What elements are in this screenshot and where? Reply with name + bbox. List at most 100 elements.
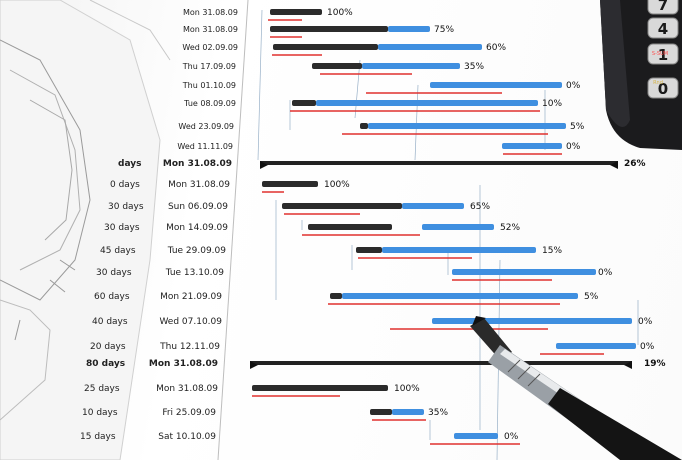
gantt-row: 15 days Sat 10.10.09 0% — [80, 432, 520, 445]
fountain-pen — [470, 316, 682, 460]
percent-complete-label: 75% — [434, 25, 454, 35]
remaining-bar — [368, 123, 566, 129]
percent-complete-label: 26% — [624, 159, 646, 169]
date-label: Thu 01.10.09 — [182, 81, 236, 90]
remaining-bar — [452, 269, 596, 275]
date-label: Sun 06.09.09 — [168, 202, 228, 212]
duration-label: 0 days — [110, 180, 140, 190]
progress-bar — [292, 100, 316, 106]
percent-complete-label: 0% — [504, 432, 519, 442]
gantt-row: 10 days Fri 25.09.09 35% — [82, 408, 448, 421]
percent-complete-label: 15% — [542, 246, 562, 256]
gantt-row: days Mon 31.08.09 26% — [118, 159, 646, 169]
gantt-row: 40 days Wed 07.10.09 0% — [92, 317, 653, 330]
gantt-row: Wed 11.11.09 0% — [177, 142, 581, 155]
progress-bar — [282, 203, 402, 209]
date-label: Mon 31.08.09 — [163, 159, 232, 169]
remaining-bar — [342, 293, 578, 299]
remaining-bar — [432, 318, 632, 324]
calculator-key-label: 7 — [658, 0, 668, 14]
percent-complete-label: 35% — [428, 408, 448, 418]
date-label: Mon 21.09.09 — [160, 292, 222, 302]
progress-bar — [262, 181, 318, 187]
calculator-key-label: 1 — [658, 46, 668, 64]
progress-bar — [273, 44, 378, 50]
percent-complete-label: 0% — [598, 268, 613, 278]
remaining-bar — [556, 343, 636, 349]
gantt-row: 25 days Mon 31.08.09 100% — [84, 384, 420, 397]
date-label: Wed 11.11.09 — [177, 142, 233, 151]
calculator-key — [647, 77, 679, 99]
date-label: Mon 31.08.09 — [168, 180, 230, 190]
remaining-bar — [430, 82, 562, 88]
percent-complete-label: 52% — [500, 223, 520, 233]
percent-complete-label: 0% — [566, 142, 581, 152]
progress-bar — [312, 63, 362, 69]
calculator-key — [647, 43, 679, 65]
duration-label: days — [118, 159, 141, 169]
remaining-bar — [402, 203, 464, 209]
date-label: Wed 07.10.09 — [159, 317, 222, 327]
gantt-row: Wed 23.09.09 5% — [178, 122, 585, 135]
duration-label: 30 days — [104, 223, 140, 233]
percent-complete-label: 5% — [570, 122, 585, 132]
percent-complete-label: 65% — [470, 202, 490, 212]
table-divider — [217, 0, 249, 460]
progress-bar — [308, 224, 392, 230]
progress-bar — [356, 247, 382, 253]
percent-complete-label: 100% — [327, 8, 353, 18]
date-label: Fri 25.09.09 — [162, 408, 216, 418]
calculator-key — [647, 0, 679, 15]
duration-label: 20 days — [90, 342, 126, 352]
duration-label: 15 days — [80, 432, 116, 442]
remaining-bar — [454, 433, 498, 439]
calculator-key-label: 4 — [658, 20, 668, 38]
summary-end — [610, 161, 618, 169]
date-label: Sat 10.10.09 — [158, 432, 216, 442]
remaining-bar — [378, 44, 482, 50]
blueprint-sheet — [0, 0, 171, 460]
calculator: 7 4 1 0 S-SUM Rnd — [600, 0, 682, 150]
gantt-row: 20 days Thu 12.11.09 0% — [90, 342, 655, 355]
percent-complete-label: 35% — [464, 62, 484, 72]
gantt-row: 45 days Tue 29.09.09 15% — [100, 246, 562, 259]
date-label: Mon 31.08.09 — [183, 25, 238, 34]
remaining-bar — [362, 63, 460, 69]
gantt-row: Wed 02.09.09 60% — [182, 43, 506, 56]
date-label: Tue 13.10.09 — [165, 268, 225, 278]
gantt-row: 80 days Mon 31.08.09 19% — [86, 359, 666, 369]
progress-bar — [270, 26, 388, 32]
date-label: Wed 23.09.09 — [178, 122, 234, 131]
progress-bar — [360, 123, 368, 129]
gantt-row: Thu 17.09.09 35% — [182, 62, 484, 75]
remaining-bar — [382, 247, 536, 253]
percent-complete-label: 100% — [394, 384, 420, 394]
date-label: Wed 02.09.09 — [182, 43, 238, 52]
duration-label: 25 days — [84, 384, 120, 394]
gantt-row: Tue 08.09.09 10% — [183, 99, 562, 112]
gantt-row: 0 days Mon 31.08.09 100% — [110, 180, 350, 193]
percent-complete-label: 0% — [566, 81, 581, 91]
calculator-key — [647, 17, 679, 39]
summary-end — [250, 361, 258, 369]
gantt-row: 30 days Mon 14.09.09 52% — [104, 223, 520, 236]
date-label: Mon 14.09.09 — [166, 223, 228, 233]
remaining-bar — [388, 26, 430, 32]
date-label: Mon 31.08.09 — [149, 359, 218, 369]
calculator-key-caption: Rnd — [653, 80, 663, 86]
progress-bar — [370, 409, 392, 415]
percent-complete-label: 5% — [584, 292, 599, 302]
summary-end — [624, 361, 632, 369]
gantt-row: 60 days Mon 21.09.09 5% — [94, 292, 599, 305]
summary-bar — [260, 161, 618, 165]
duration-label: 30 days — [96, 268, 132, 278]
calculator-key-label: 0 — [658, 80, 668, 98]
summary-bar — [250, 361, 632, 365]
calculator-key-caption: S-SUM — [652, 51, 668, 57]
remaining-bar — [502, 143, 562, 149]
remaining-bar — [392, 409, 424, 415]
gantt-rows: Mon 31.08.09 100%Mon 31.08.09 75%Wed 02.09… — [80, 8, 666, 445]
gantt-row: 30 days Tue 13.10.09 0% — [96, 268, 613, 281]
date-label: Thu 12.11.09 — [159, 342, 220, 352]
